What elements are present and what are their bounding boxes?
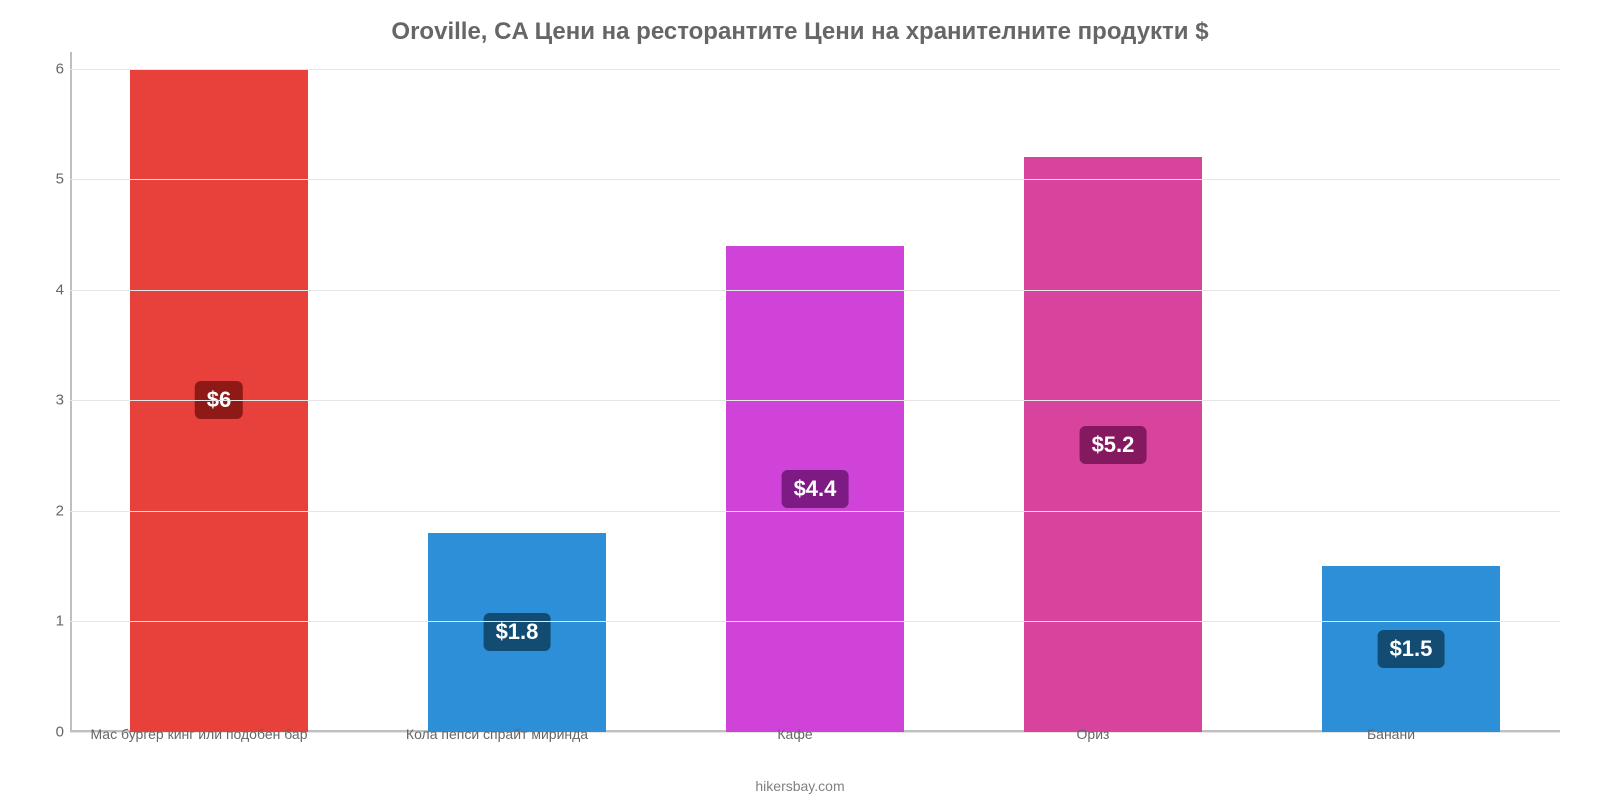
bar: $5.2 bbox=[1024, 157, 1203, 732]
grid-line bbox=[70, 511, 1560, 512]
bar-value-badge: $1.8 bbox=[484, 613, 551, 651]
y-tick-label: 3 bbox=[38, 392, 64, 409]
x-tick-label: Кафе bbox=[777, 726, 812, 742]
bars-group: $6$1.8$4.4$5.2$1.5 bbox=[70, 52, 1560, 732]
bar: $1.5 bbox=[1322, 566, 1501, 732]
x-tick-label: Мас бургер кинг или подобен бар bbox=[90, 726, 307, 742]
grid-line bbox=[70, 179, 1560, 180]
x-labels-group: Мас бургер кинг или подобен бар Кола пепс… bbox=[50, 726, 1580, 750]
bar: $1.8 bbox=[428, 533, 607, 732]
y-tick-label: 6 bbox=[38, 60, 64, 77]
x-tick-label: Ориз bbox=[1077, 726, 1110, 742]
bar-value-badge: $4.4 bbox=[782, 470, 849, 508]
bar-value-badge: $5.2 bbox=[1080, 426, 1147, 464]
chart-title: Oroville, CA Цени на ресторантите Цени н… bbox=[20, 18, 1580, 46]
bar-value-badge: $1.5 bbox=[1378, 630, 1445, 668]
grid-line bbox=[70, 290, 1560, 291]
y-tick-label: 4 bbox=[38, 281, 64, 298]
footer-attribution: hikersbay.com bbox=[0, 778, 1600, 794]
y-tick-label: 2 bbox=[38, 502, 64, 519]
chart-container: Oroville, CA Цени на ресторантите Цени н… bbox=[0, 0, 1600, 800]
y-tick-label: 5 bbox=[38, 171, 64, 188]
plot-area: $6$1.8$4.4$5.2$1.5 0123456 bbox=[70, 52, 1560, 732]
x-tick-label: Кола пепси спрайт миринда bbox=[406, 726, 588, 742]
grid-line bbox=[70, 400, 1560, 401]
grid-line bbox=[70, 621, 1560, 622]
bar: $4.4 bbox=[726, 246, 905, 733]
grid-line bbox=[70, 69, 1560, 70]
x-tick-label: Банани bbox=[1367, 726, 1415, 742]
y-tick-label: 1 bbox=[38, 613, 64, 630]
